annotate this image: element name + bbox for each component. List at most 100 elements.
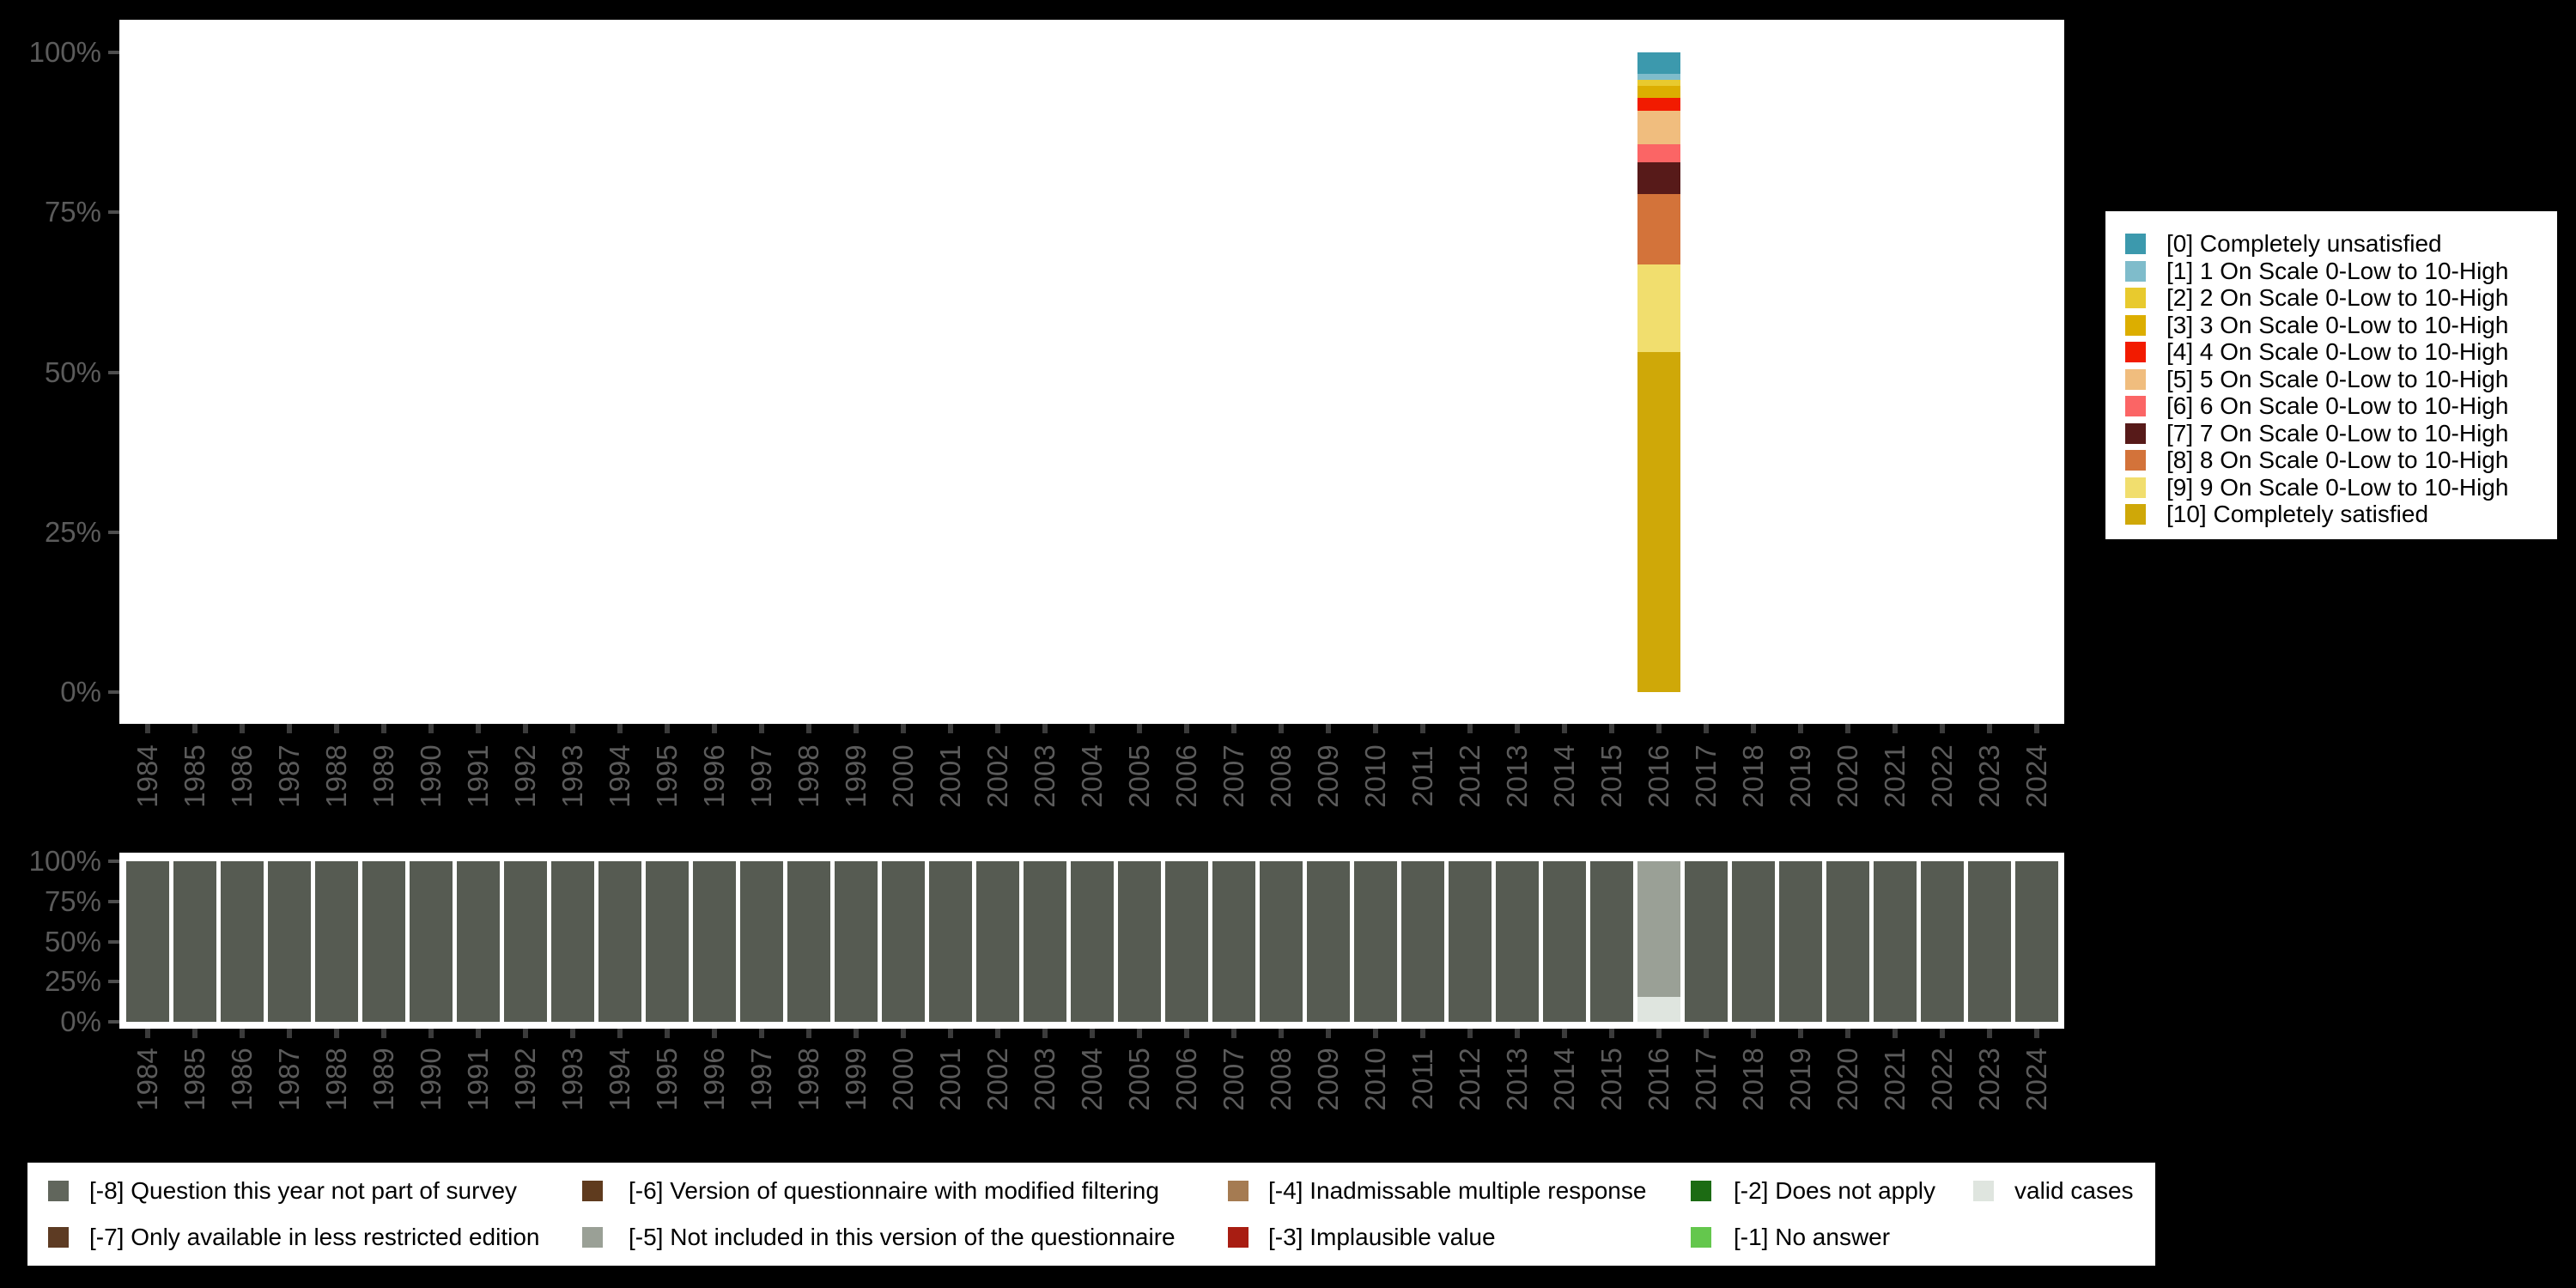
y-axis-tick-label: 25% [44,515,101,548]
legend-swatch [1973,1181,1994,1201]
x-axis-year-label: 2002 [981,744,1013,808]
bar-segment [1543,861,1586,1022]
x-axis-tick [192,724,197,733]
missing-bar-2022 [1921,861,1964,1022]
x-axis-year-label: 2013 [1501,1048,1533,1111]
missing-bar-2006 [1165,861,1208,1022]
legend-swatch [582,1181,603,1201]
bar-segment [457,861,500,1022]
missing-bar-1986 [221,861,264,1022]
bar-segment [1307,861,1350,1022]
stacked-bar-2016 [1637,52,1680,692]
x-axis-year-label: 2016 [1643,744,1674,808]
bar-segment [1637,352,1680,692]
missing-bar-2017 [1685,861,1728,1022]
bar-segment [2015,861,2058,1022]
scale-legend: [0] Completely unsatisfied [1] 1 On Scale… [2105,211,2557,539]
bar-segment [1921,861,1964,1022]
x-axis-year-label: 2009 [1312,744,1344,808]
x-axis-tick [1420,1029,1425,1038]
missing-bar-2008 [1260,861,1303,1022]
x-axis-year-label: 1989 [368,1048,399,1111]
x-axis-year-label: 2003 [1029,1048,1060,1111]
x-axis-year-label: 2020 [1832,744,1863,808]
x-axis-year-label: 1988 [320,1048,352,1111]
x-axis-tick [334,1029,339,1038]
bar-segment [315,861,358,1022]
x-axis-year-label: 1986 [226,1048,258,1111]
missing-bar-1995 [646,861,689,1022]
x-axis-tick [1845,1029,1850,1038]
x-axis-year-label: 1998 [793,1048,824,1111]
x-axis-year-label: 1997 [745,744,777,808]
bar-segment [504,861,547,1022]
legend-item: [9] 9 On Scale 0-Low to 10-High [2125,474,2508,501]
legend-swatch [2125,422,2146,444]
x-axis-year-label: 1990 [415,744,447,808]
x-axis-tick [1845,724,1850,733]
legend-swatch [2125,314,2146,336]
bar-segment [410,861,453,1022]
x-axis-tick [901,724,906,733]
x-axis-tick [2034,1029,2039,1038]
missing-bar-1994 [598,861,641,1022]
x-axis-year-label: 2020 [1832,1048,1863,1111]
x-axis-year-label: 2017 [1690,744,1722,808]
x-axis-year-label: 1995 [651,744,683,808]
x-axis-year-label: 1997 [745,1048,777,1111]
y-axis-tick-label: 100% [28,845,101,877]
y-axis-tick [108,690,119,694]
legend-label: [10] Completely satisfied [2166,501,2429,527]
x-axis-tick [2034,724,2039,733]
bar-segment [929,861,972,1022]
missing-bar-2007 [1212,861,1255,1022]
bar-segment [1449,861,1492,1022]
bar-segment [1118,861,1161,1022]
x-axis-tick [1042,1029,1048,1038]
y-axis-tick [108,899,119,903]
bar-segment [173,861,216,1022]
bar-segment [882,861,925,1022]
x-axis-tick [1467,1029,1473,1038]
x-axis-year-label: 1991 [462,744,494,808]
x-axis-year-label: 2008 [1265,1048,1297,1111]
x-axis-year-label: 2022 [1926,744,1958,808]
legend-swatch [2125,504,2146,525]
legend-swatch [2125,288,2146,308]
x-axis-year-label: 2005 [1123,1048,1155,1111]
x-axis-tick [1798,724,1803,733]
x-axis-tick [145,724,150,733]
x-axis-year-label: 2001 [934,744,966,808]
x-axis-year-label: 2012 [1454,1048,1485,1111]
x-axis-tick [428,724,434,733]
x-axis-tick [381,1029,386,1038]
bar-segment [1685,861,1728,1022]
x-axis-year-label: 1991 [462,1048,494,1111]
x-axis-tick [1704,724,1709,733]
x-axis-tick [570,724,575,733]
legend-swatch [2125,368,2146,390]
missing-bar-2023 [1968,861,2011,1022]
x-axis-year-label: 1994 [604,1048,635,1111]
x-axis-year-label: 2006 [1170,744,1202,808]
x-axis-year-label: 1994 [604,744,635,808]
x-axis-year-label: 2004 [1076,1048,1108,1111]
x-axis-tick [759,724,764,733]
bar-segment [1637,52,1680,75]
missing-bar-2024 [2015,861,2058,1022]
x-axis-tick [712,1029,717,1038]
bar-segment [835,861,878,1022]
missing-bar-2002 [976,861,1019,1022]
bar-segment [1637,193,1680,264]
x-axis-year-label: 2015 [1595,744,1627,808]
y-axis-tick-label: 50% [44,925,101,957]
bar-segment [1637,80,1680,87]
x-axis-year-label: 2013 [1501,744,1533,808]
x-axis-year-label: 2016 [1643,1048,1674,1111]
y-axis-tick-label: 0% [60,676,101,708]
x-axis-year-label: 1985 [179,744,210,808]
missing-bar-2004 [1071,861,1114,1022]
bar-segment [1260,861,1303,1022]
x-axis-year-label: 1999 [840,744,872,808]
